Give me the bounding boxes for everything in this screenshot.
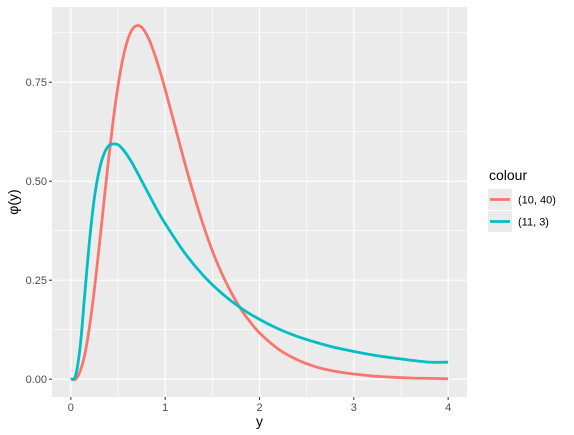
axis-ticks <box>49 81 449 400</box>
x-tick-label-0: 0 <box>68 402 74 414</box>
y-axis-title: φ(y) <box>5 189 21 214</box>
legend: colour (10, 40) (11, 3) <box>488 167 556 232</box>
legend-title: colour <box>489 167 527 183</box>
axis-tick-labels: 0 1 2 3 4 0.00 0.25 0.50 0.75 <box>26 77 452 414</box>
y-tick-label-2: 0.50 <box>26 176 47 188</box>
series-line-1 <box>70 24 449 382</box>
y-tick-label-0: 0.00 <box>26 374 47 386</box>
x-tick-label-2: 2 <box>256 402 262 414</box>
legend-label-1: (10, 40) <box>518 195 556 207</box>
x-tick-label-4: 4 <box>445 402 451 414</box>
y-tick-label-3: 0.75 <box>26 77 47 89</box>
x-axis-title: y <box>256 413 263 429</box>
y-tick-label-1: 0.25 <box>26 275 47 287</box>
x-tick-label-1: 1 <box>162 402 168 414</box>
series-lines <box>70 24 449 382</box>
series-line-2 <box>70 142 449 381</box>
x-tick-label-3: 3 <box>351 402 357 414</box>
legend-label-2: (11, 3) <box>518 217 549 229</box>
